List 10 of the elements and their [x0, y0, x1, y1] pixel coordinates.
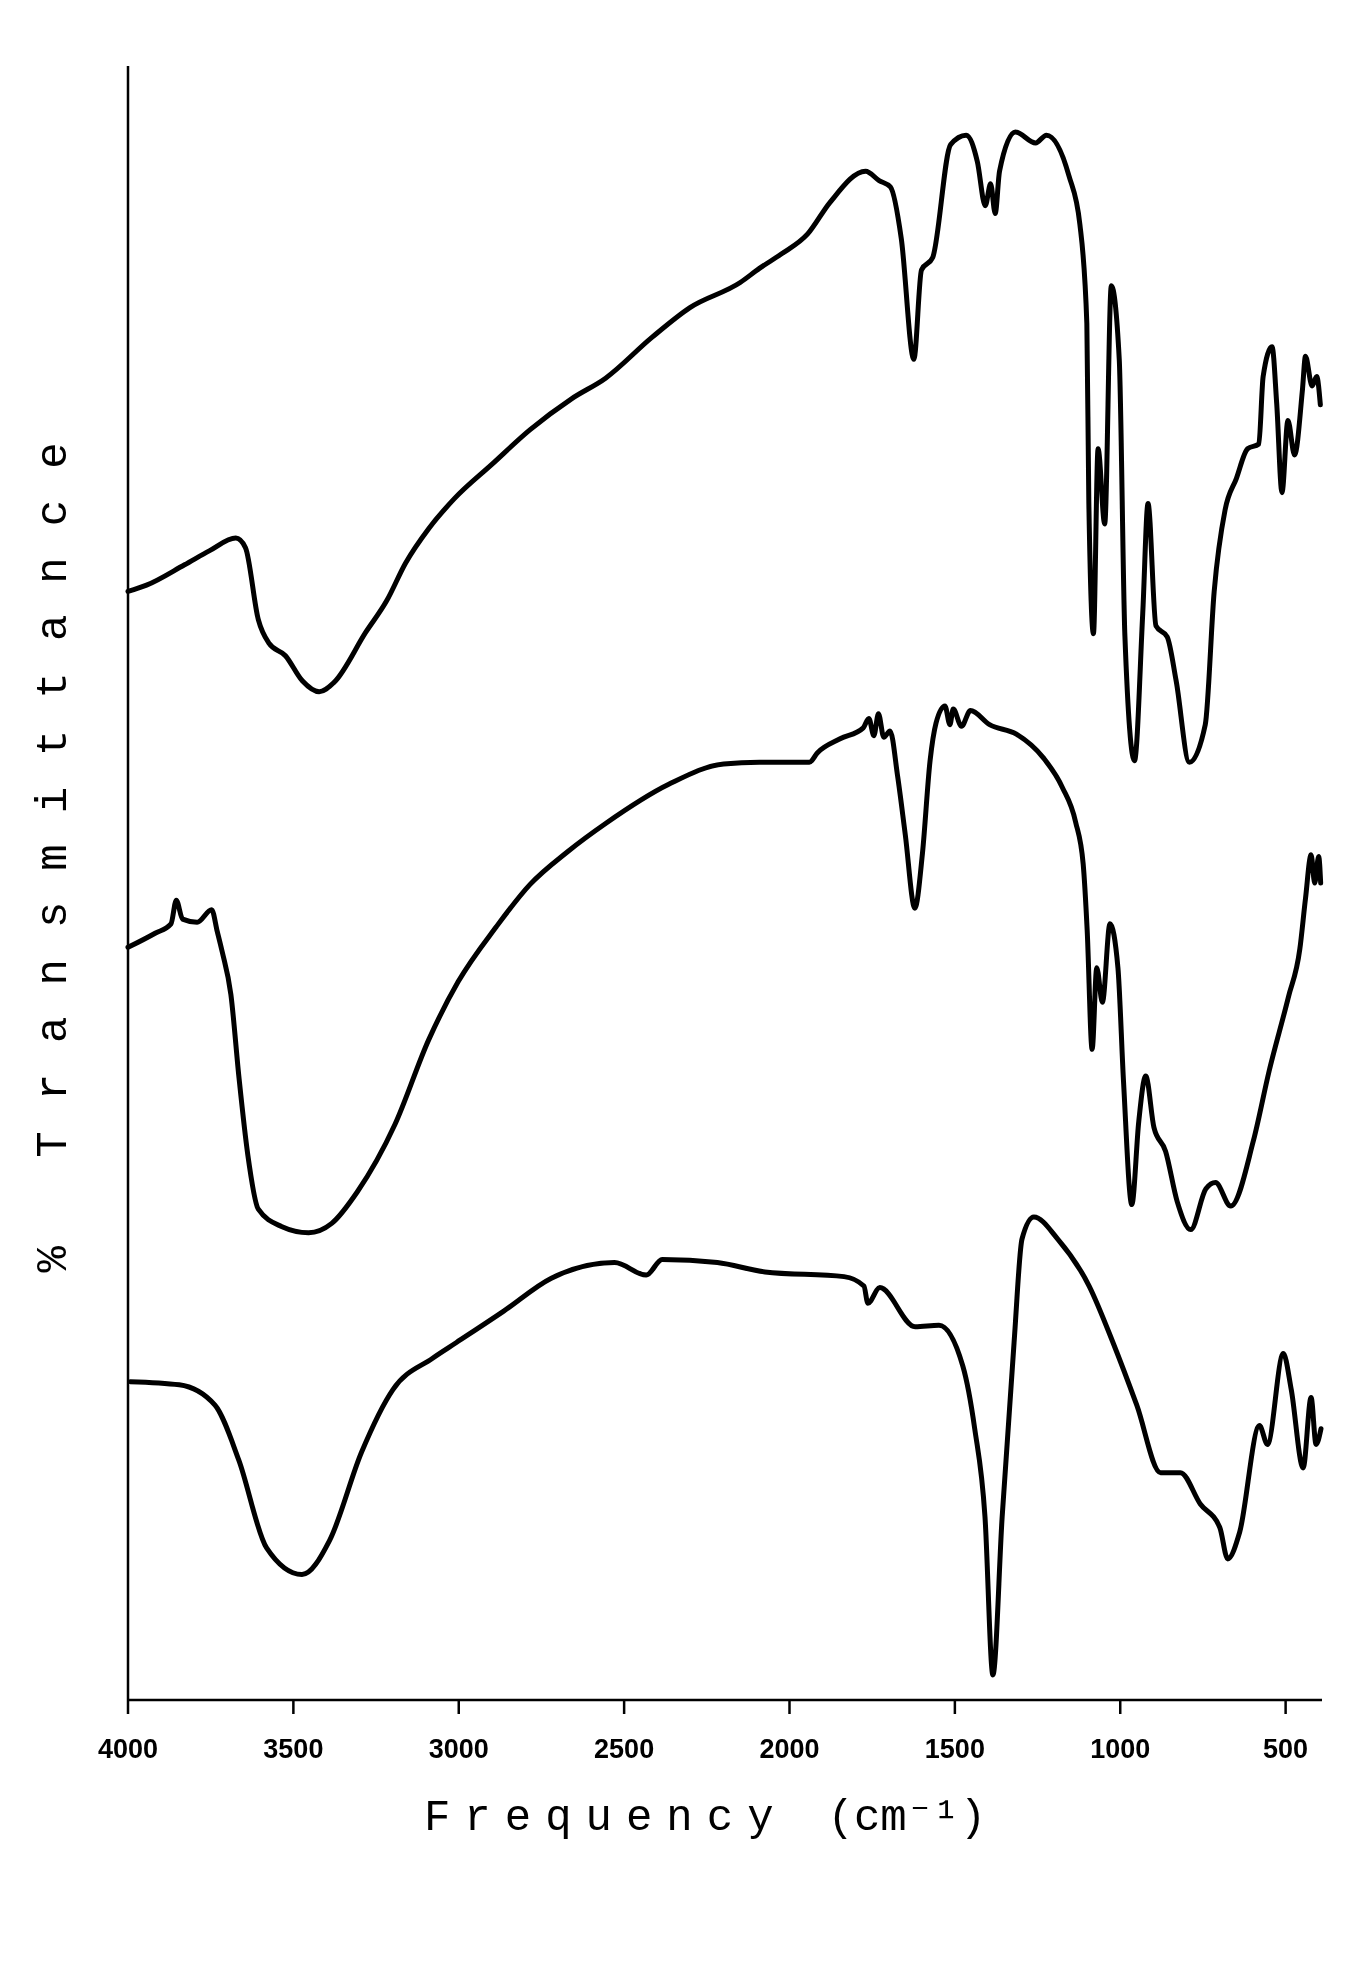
y-axis-title: % Transmittance	[29, 411, 79, 1273]
x-tick-label: 3000	[428, 1734, 489, 1764]
x-tick-label: 2500	[594, 1734, 655, 1764]
x-axis-title: Frequency (cm⁻¹)	[423, 1793, 987, 1843]
x-tick-label: 1000	[1090, 1734, 1151, 1764]
x-tick-label: 3500	[263, 1734, 324, 1764]
x-tick-label: 500	[1263, 1734, 1309, 1764]
x-tick-label: 1500	[924, 1734, 985, 1764]
x-tick-label: 4000	[97, 1734, 159, 1764]
x-tick-label: 2000	[759, 1734, 820, 1764]
